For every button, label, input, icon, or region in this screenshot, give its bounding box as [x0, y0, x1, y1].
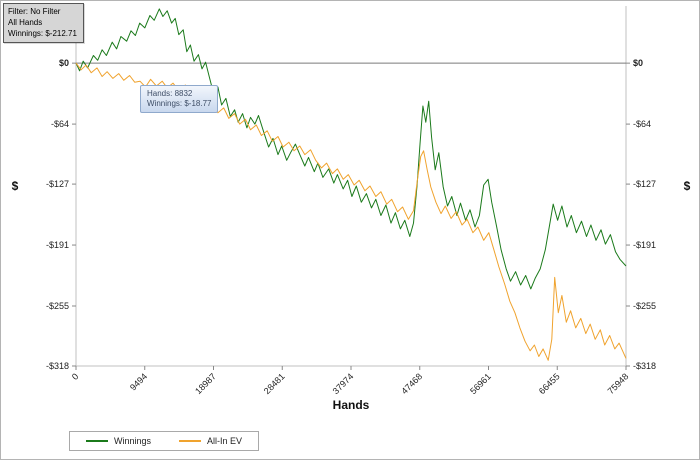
allin-ev-series-line[interactable] [75, 62, 627, 361]
winnings-line-swatch [86, 440, 108, 442]
y-tick-label-right: -$191 [633, 240, 656, 250]
total-winnings-line: Winnings: $-212.71 [8, 29, 77, 38]
y-axis-title-right: $ [684, 179, 691, 193]
all-hands-line: All Hands [8, 18, 43, 27]
x-tick-label: 75948 [606, 371, 631, 396]
x-tick-label: 47468 [399, 371, 424, 396]
allin-ev-line-swatch [179, 440, 202, 442]
x-tick-label: 66455 [537, 371, 562, 396]
x-tick-label: 9494 [128, 371, 149, 392]
x-tick-label: 37974 [331, 371, 356, 396]
y-tick-label-right: -$64 [633, 119, 651, 129]
legend-item-allin-ev[interactable]: All-In EV [179, 436, 242, 446]
x-tick-label: 18987 [193, 371, 218, 396]
y-tick-label-right: -$255 [633, 301, 656, 311]
y-tick-label-right: $0 [633, 58, 643, 68]
filter-line: Filter: No Filter [8, 7, 61, 16]
x-axis-title: Hands [333, 398, 370, 412]
y-axis-title-left: $ [12, 179, 19, 193]
legend-label-allin-ev: All-In EV [207, 436, 243, 446]
y-tick-label-left: $0 [59, 58, 69, 68]
y-tick-label-left: -$255 [46, 301, 69, 311]
x-tick-label: 56961 [468, 371, 493, 396]
filter-info-box: Filter: No Filter All Hands Winnings: $-… [3, 3, 84, 43]
y-tick-label-left: -$318 [46, 361, 69, 371]
tooltip-winnings: Winnings: $-18.77 [147, 99, 212, 108]
y-tick-label-left: -$64 [51, 119, 69, 129]
winnings-series-line[interactable] [75, 8, 627, 290]
legend: Winnings All-In EV [69, 431, 260, 451]
y-tick-label-right: -$318 [633, 361, 656, 371]
x-tick-label: 0 [70, 371, 81, 382]
tooltip-hands: Hands: 8832 [147, 89, 193, 98]
y-tick-label-left: -$191 [46, 240, 69, 250]
legend-item-winnings[interactable]: Winnings [86, 436, 151, 446]
legend-label-winnings: Winnings [114, 436, 152, 446]
y-tick-label-right: -$127 [633, 179, 656, 189]
hover-tooltip: Hands: 8832 Winnings: $-18.77 [140, 85, 219, 113]
x-tick-label: 28481 [262, 371, 287, 396]
y-tick-label-left: -$127 [46, 179, 69, 189]
